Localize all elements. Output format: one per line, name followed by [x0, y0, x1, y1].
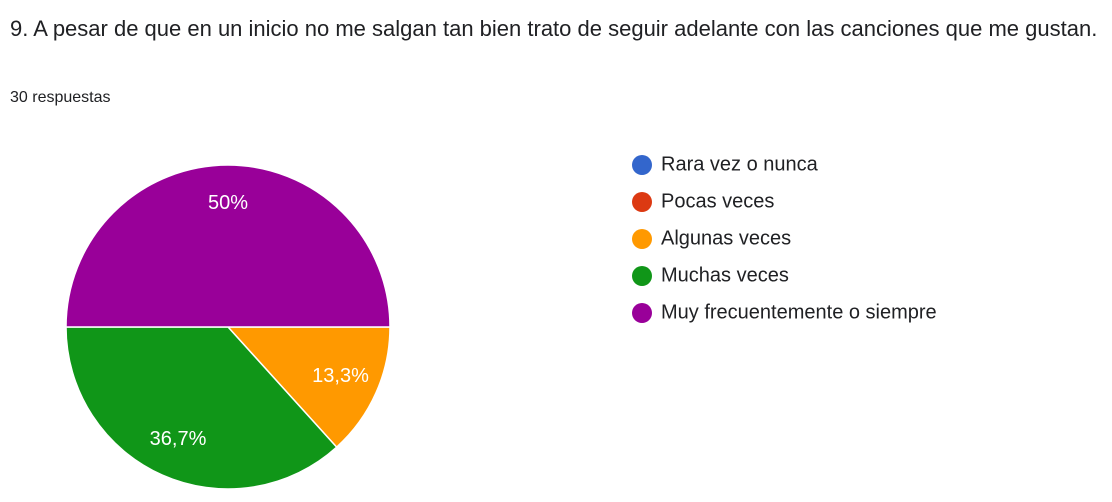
- pie-slice: [226, 326, 391, 449]
- slice-label: 36,7%: [150, 428, 207, 450]
- legend-swatch: [632, 192, 652, 212]
- legend-swatch: [632, 229, 652, 249]
- legend-swatch: [632, 155, 652, 175]
- legend-label: Muy frecuentemente o siempre: [661, 301, 937, 323]
- legend-label: Algunas veces: [661, 227, 791, 249]
- legend-swatch: [632, 266, 652, 286]
- pie-slice: [65, 164, 391, 328]
- legend-swatch: [632, 303, 652, 323]
- legend-label: Rara vez o nunca: [661, 153, 819, 175]
- legend-label: Pocas veces: [661, 190, 774, 212]
- chart-title: 9. A pesar de que en un inicio no me sal…: [10, 16, 1098, 41]
- slice-label: 13,3%: [312, 365, 369, 387]
- legend-label: Muchas veces: [661, 264, 789, 286]
- pie-slice: [65, 326, 338, 490]
- chart-subtitle: 30 respuestas: [10, 89, 111, 106]
- slice-label: 50%: [208, 192, 248, 214]
